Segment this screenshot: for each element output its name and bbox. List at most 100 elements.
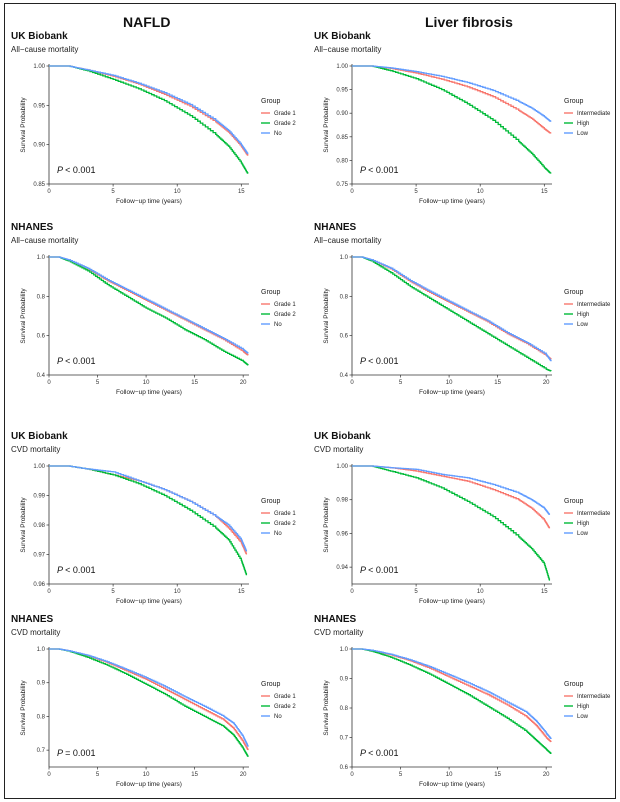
legend-title: Group <box>261 98 281 105</box>
x-tick-label: 15 <box>191 380 198 386</box>
y-axis-label: Survival Probability <box>323 97 330 153</box>
survival-curve-high <box>352 465 551 581</box>
x-tick-label: 10 <box>174 189 181 195</box>
x-axis-label: Follow−up time (years) <box>419 389 485 396</box>
x-tick-label: 5 <box>414 189 418 195</box>
x-tick-label: 5 <box>96 380 100 386</box>
x-tick-label: 5 <box>111 589 115 595</box>
cohort-label: UK Biobank <box>11 431 68 442</box>
y-axis-label: Survival Probability <box>20 288 27 344</box>
p-value-text: < 0.001 <box>368 748 398 758</box>
chart-panel-ukb-allcause-nafld: UK Biobank All−cause mortality 0.85 0.90 0.9… <box>7 26 307 214</box>
legend-label: High <box>577 121 589 127</box>
km-chart-svg: NHANES CVD mortality 0.6 0.7 0.8 0.9 1.0 0 5 10 15… <box>314 614 611 788</box>
x-tick-label: 10 <box>477 189 484 195</box>
x-tick-label: 15 <box>238 189 245 195</box>
cohort-label: UK Biobank <box>314 31 371 42</box>
x-tick-label: 5 <box>399 772 403 778</box>
p-value: P < 0.001 <box>57 165 95 175</box>
x-tick-label: 15 <box>541 589 548 595</box>
y-tick-label: 0.85 <box>336 135 348 141</box>
survival-curve-intermediate <box>352 256 552 360</box>
legend-label: Low <box>577 531 589 537</box>
p-value: P < 0.001 <box>360 165 398 175</box>
survival-curve-no <box>49 256 249 354</box>
nafld-column-title: NAFLD <box>123 14 171 30</box>
p-symbol: P <box>360 748 368 758</box>
legend-title: Group <box>564 498 584 505</box>
legend-label: Grade 1 <box>274 694 296 700</box>
chart-title: All−cause mortality <box>314 45 381 54</box>
legend-label: Grade 2 <box>274 704 296 710</box>
y-tick-label: 0.96 <box>33 582 45 588</box>
x-tick-label: 10 <box>143 380 150 386</box>
legend-label: Intermediate <box>577 111 611 117</box>
y-axis-label: Survival Probability <box>20 497 27 553</box>
survival-curve-low <box>352 648 552 740</box>
x-tick-label: 15 <box>541 189 548 195</box>
y-tick-label: 0.4 <box>340 373 349 379</box>
y-tick-label: 0.90 <box>33 143 45 149</box>
p-value: P < 0.001 <box>57 565 95 575</box>
y-tick-label: 1.0 <box>37 647 46 653</box>
cohort-label: NHANES <box>11 222 54 233</box>
chart-panel-nhanes-allcause-fibrosis: NHANES All−cause mortality 0.4 0.6 0.8 1.0 0 5 1… <box>310 217 611 405</box>
chart-title: All−cause mortality <box>11 236 78 245</box>
p-symbol: P <box>360 565 368 575</box>
y-tick-label: 0.90 <box>336 111 348 117</box>
cohort-label: NHANES <box>11 614 54 625</box>
p-symbol: P <box>360 356 368 366</box>
y-tick-label: 0.7 <box>37 748 46 754</box>
legend-label: Intermediate <box>577 694 611 700</box>
survival-curve-intermediate <box>352 65 552 134</box>
legend-title: Group <box>261 498 281 505</box>
x-tick-label: 15 <box>494 380 501 386</box>
y-tick-label: 0.75 <box>336 182 348 188</box>
legend-label: Low <box>577 714 589 720</box>
y-tick-label: 0.6 <box>340 334 349 340</box>
chart-title: All−cause mortality <box>314 236 381 245</box>
x-tick-label: 10 <box>477 589 484 595</box>
x-axis-label: Follow−up time (years) <box>116 198 182 205</box>
legend-label: Grade 1 <box>274 111 296 117</box>
survival-curve-grade-1 <box>49 465 248 555</box>
y-tick-label: 0.8 <box>340 294 349 300</box>
legend-label: Intermediate <box>577 302 611 308</box>
y-tick-label: 0.98 <box>336 498 348 504</box>
km-chart-svg: UK Biobank All−cause mortality 0.75 0.80 0.8… <box>314 31 611 205</box>
legend-label: Grade 1 <box>274 302 296 308</box>
y-tick-label: 0.94 <box>336 565 348 571</box>
x-tick-label: 20 <box>543 772 550 778</box>
x-tick-label: 10 <box>446 380 453 386</box>
x-tick-label: 0 <box>350 380 354 386</box>
chart-panel-ukb-allcause-fibrosis: UK Biobank All−cause mortality 0.75 0.80 0.8… <box>310 26 611 214</box>
chart-title: CVD mortality <box>314 445 363 454</box>
survival-curve-high <box>352 256 552 372</box>
x-axis-label: Follow−up time (years) <box>116 389 182 396</box>
p-symbol: P <box>57 565 65 575</box>
x-tick-label: 10 <box>174 589 181 595</box>
survival-curve-low <box>352 256 552 362</box>
legend-title: Group <box>261 681 281 688</box>
chart-panel-nhanes-cvd-fibrosis: NHANES CVD mortality 0.6 0.7 0.8 0.9 1.0 0 5 10 15… <box>310 609 611 797</box>
survival-curve-low <box>352 465 551 515</box>
legend-label: No <box>274 714 282 720</box>
x-tick-label: 10 <box>143 772 150 778</box>
x-axis-label: Follow−up time (years) <box>419 198 485 205</box>
legend-label: High <box>577 312 589 318</box>
p-value: P < 0.001 <box>57 356 95 366</box>
y-axis-label: Survival Probability <box>323 288 330 344</box>
x-tick-label: 15 <box>238 589 245 595</box>
x-axis-label: Follow−up time (years) <box>419 781 485 788</box>
y-tick-label: 0.4 <box>37 373 46 379</box>
survival-curve-low <box>352 65 552 122</box>
y-tick-label: 0.98 <box>33 523 45 529</box>
x-tick-label: 5 <box>96 772 100 778</box>
x-tick-label: 20 <box>240 772 247 778</box>
survival-curve-high <box>352 648 552 754</box>
legend-label: No <box>274 131 282 137</box>
chart-panel-ukb-cvd-fibrosis: UK Biobank CVD mortality 0.94 0.96 0.98 1.00 0… <box>310 426 611 614</box>
x-tick-label: 0 <box>47 189 51 195</box>
legend-title: Group <box>564 681 584 688</box>
p-value: P < 0.001 <box>360 748 398 758</box>
